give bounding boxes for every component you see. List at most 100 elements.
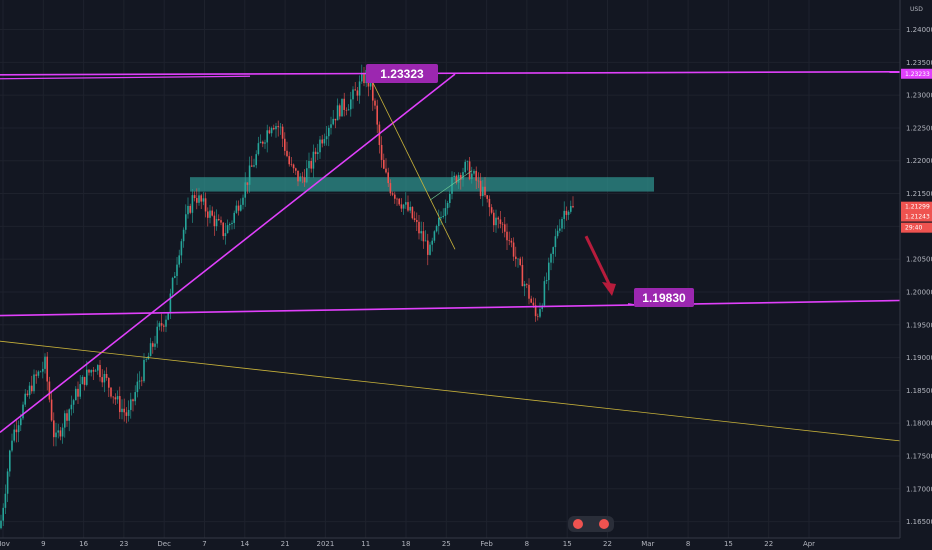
candle-body (101, 377, 103, 383)
candle-body (262, 141, 264, 144)
candle-body (380, 144, 383, 160)
candle-body (119, 396, 121, 413)
candle-body (81, 376, 84, 385)
candle-body (297, 170, 299, 182)
candle-body (158, 323, 161, 327)
candle-body (319, 139, 321, 153)
candle-body (134, 392, 136, 402)
currency-label: USD (910, 6, 923, 13)
candle-body (424, 240, 427, 242)
candle-body (402, 204, 405, 209)
candle-body (352, 89, 354, 100)
minor-trend-line[interactable] (429, 170, 473, 201)
candle-body (477, 180, 480, 182)
candle-body (446, 203, 449, 209)
supply-zone[interactable] (190, 177, 654, 192)
callouts[interactable]: 1.23323 1.19830 (366, 64, 694, 307)
candle-body (550, 253, 552, 263)
candle-body (222, 222, 224, 237)
price-tick-label: 1.24000 (906, 26, 932, 34)
candle-body (455, 175, 458, 183)
candle-body (567, 211, 570, 215)
candle-body (451, 177, 453, 194)
candle-body (130, 399, 132, 410)
resistance-line-secondary[interactable] (0, 75, 251, 80)
candle-body (418, 221, 420, 234)
fan-line[interactable] (369, 76, 456, 250)
candle-body (440, 216, 442, 219)
candle-body (532, 302, 535, 306)
candle-body (510, 240, 513, 243)
candle-body (86, 369, 88, 385)
time-tick-label: 23 (119, 540, 128, 548)
candles (0, 64, 574, 530)
candle-body (378, 124, 381, 145)
candle-body (114, 397, 117, 400)
candle-body (15, 429, 18, 433)
candle-body (48, 381, 51, 400)
candle-body (167, 313, 169, 320)
candle-body (2, 507, 4, 521)
candle-body (116, 396, 119, 400)
time-tick-label: Mar (641, 540, 654, 548)
candle-body (42, 368, 44, 372)
down-arrow-head[interactable] (602, 281, 616, 296)
candle-body (508, 240, 510, 241)
price-axis[interactable]: USD 1.240001.235001.230001.225001.220001… (899, 0, 932, 538)
candle-body (295, 168, 297, 171)
candle-body (97, 365, 99, 371)
candle-body (486, 195, 488, 199)
high-callout[interactable]: 1.23323 (366, 64, 438, 83)
candle-body (416, 220, 418, 222)
candle-body (462, 172, 464, 180)
second-price-tag: 1.21243 (905, 214, 930, 221)
resistance-line[interactable] (0, 70, 901, 76)
candle-body (141, 380, 143, 382)
rising-trendline[interactable] (0, 73, 456, 434)
candle-body (53, 420, 55, 438)
drawings[interactable] (0, 70, 901, 442)
candle-body (160, 323, 163, 326)
candle-body (224, 233, 227, 237)
candle-body (420, 231, 422, 234)
candle-body (204, 198, 207, 212)
candle-body (374, 100, 376, 106)
candle-body (213, 215, 216, 227)
down-arrow-shaft[interactable] (584, 235, 612, 287)
candle-body (55, 432, 57, 438)
candle-body (411, 206, 414, 219)
candle-body (253, 165, 255, 167)
time-tick-label: Dec (157, 540, 171, 548)
candle-body (286, 150, 288, 157)
candle-body (154, 343, 156, 347)
candle-body (268, 130, 271, 134)
candle-body (556, 230, 559, 237)
price-tick-label: 1.17000 (906, 485, 932, 493)
candle-body (64, 413, 66, 428)
candle-body (572, 206, 574, 208)
candle-body (484, 186, 486, 196)
candle-body (306, 168, 308, 183)
supply-zone-rect[interactable] (190, 177, 654, 192)
candle-body (200, 195, 202, 202)
candle-body (534, 305, 537, 317)
candle-body (354, 89, 356, 91)
candle-body (385, 168, 387, 173)
candle-body (17, 425, 20, 433)
candle-body (565, 210, 568, 215)
candle-body (444, 208, 447, 216)
time-axis[interactable]: Nov 9 16 23 Dec 7 14 21 2021 11 18 25 Feb 8 15 22 Mar 8 15… (0, 537, 900, 548)
candle-body (207, 211, 209, 218)
candle-body (198, 195, 200, 203)
descending-line[interactable] (0, 340, 901, 442)
candle-body (405, 202, 407, 205)
support-line[interactable] (0, 299, 901, 317)
price-tick-label: 1.22000 (906, 157, 932, 165)
candle-body (449, 193, 451, 204)
time-tick-label: 15 (563, 540, 572, 548)
target-callout[interactable]: 1.19830 (627, 288, 694, 307)
candle-body (391, 193, 394, 195)
candle-body (453, 175, 455, 178)
